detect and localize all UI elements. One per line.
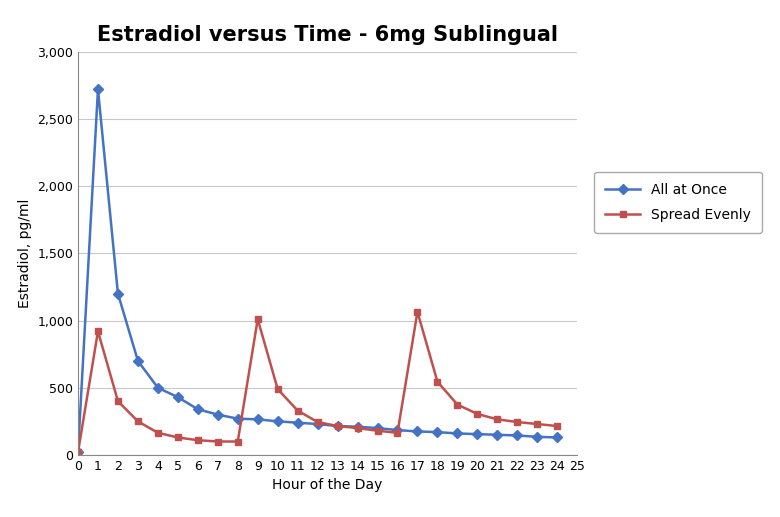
Spread Evenly <box>94 328 103 334</box>
Spread Evenly <box>113 398 122 404</box>
Spread Evenly <box>73 449 83 455</box>
All at Once <box>333 423 342 429</box>
Spread Evenly <box>153 430 162 436</box>
Spread Evenly <box>193 437 203 443</box>
All at Once <box>533 434 542 440</box>
Y-axis label: Estradiol, pg/ml: Estradiol, pg/ml <box>18 199 32 308</box>
All at Once <box>373 425 382 431</box>
All at Once <box>133 358 143 364</box>
Spread Evenly <box>512 419 522 425</box>
All at Once <box>173 394 183 400</box>
Legend: All at Once, Spread Evenly: All at Once, Spread Evenly <box>594 172 762 233</box>
Spread Evenly <box>452 401 462 407</box>
All at Once <box>213 412 222 418</box>
All at Once <box>393 427 402 433</box>
Spread Evenly <box>213 438 222 445</box>
Line: All at Once: All at Once <box>75 86 561 456</box>
Spread Evenly <box>353 425 362 431</box>
Spread Evenly <box>473 411 482 417</box>
All at Once <box>452 430 462 436</box>
X-axis label: Hour of the Day: Hour of the Day <box>272 478 383 492</box>
All at Once <box>73 449 83 455</box>
All at Once <box>353 423 362 430</box>
All at Once <box>512 432 522 438</box>
All at Once <box>193 406 203 413</box>
All at Once <box>293 420 303 426</box>
All at Once <box>493 432 502 438</box>
Spread Evenly <box>493 416 502 422</box>
Spread Evenly <box>552 423 562 429</box>
All at Once <box>313 421 322 427</box>
All at Once <box>113 291 122 297</box>
All at Once <box>413 428 422 434</box>
All at Once <box>233 416 243 422</box>
All at Once <box>153 385 162 391</box>
Spread Evenly <box>433 378 442 385</box>
All at Once <box>253 416 262 422</box>
Spread Evenly <box>393 430 402 436</box>
Title: Estradiol versus Time - 6mg Sublingual: Estradiol versus Time - 6mg Sublingual <box>97 25 558 44</box>
Line: Spread Evenly: Spread Evenly <box>75 308 561 456</box>
All at Once <box>433 429 442 435</box>
All at Once <box>473 431 482 437</box>
Spread Evenly <box>173 434 183 440</box>
Spread Evenly <box>373 428 382 434</box>
Spread Evenly <box>253 316 262 322</box>
Spread Evenly <box>233 438 243 445</box>
All at Once <box>94 86 103 93</box>
Spread Evenly <box>313 419 322 425</box>
Spread Evenly <box>333 423 342 429</box>
Spread Evenly <box>293 407 303 414</box>
All at Once <box>273 418 282 424</box>
Spread Evenly <box>133 418 143 424</box>
Spread Evenly <box>413 309 422 315</box>
Spread Evenly <box>533 421 542 427</box>
All at Once <box>552 434 562 440</box>
Spread Evenly <box>273 386 282 392</box>
